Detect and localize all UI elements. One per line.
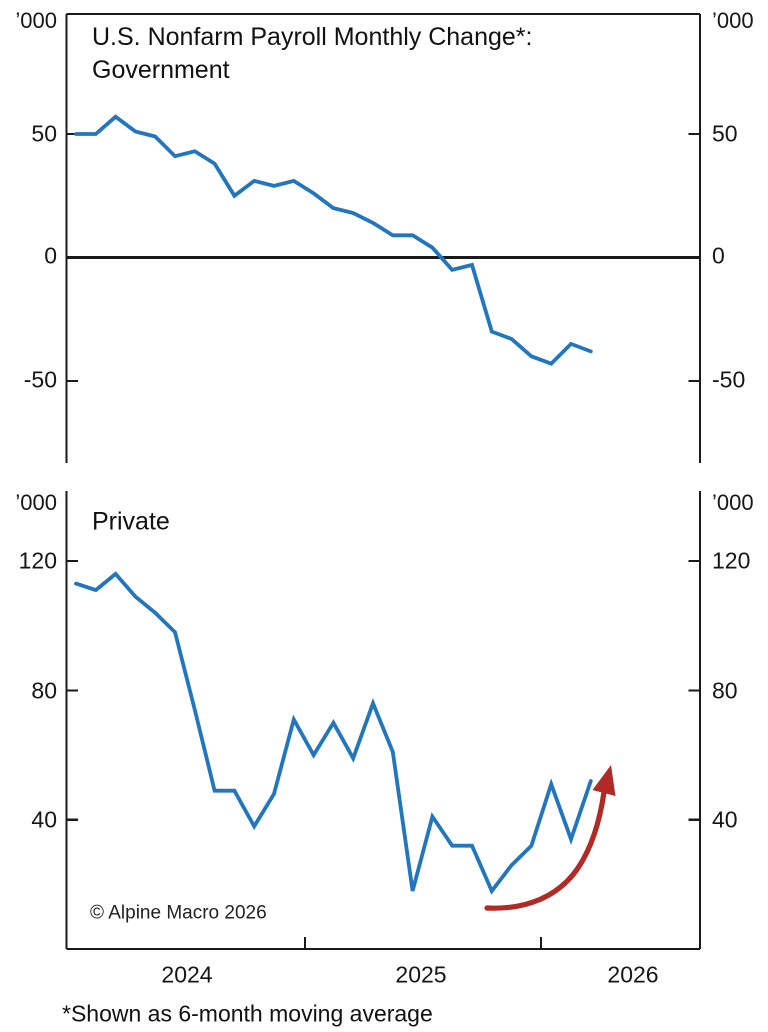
y-label-bot-left-40: 40 — [31, 806, 57, 833]
unit-label-top-left: ’000 — [15, 8, 57, 33]
footnote-text: *Shown as 6-month moving average — [62, 1000, 433, 1027]
y-label-top-right-0: 0 — [712, 242, 725, 269]
x-label-2026: 2026 — [607, 961, 659, 988]
y-label-bot-left-80: 80 — [31, 677, 57, 704]
x-label-2024: 2024 — [161, 961, 213, 988]
y-label-top-right-50: 50 — [712, 120, 738, 147]
y-label-bot-right-80: 80 — [712, 677, 738, 704]
y-label-bot-right-120: 120 — [712, 547, 751, 574]
trend-arrow-shaft — [484, 789, 607, 911]
y-label-top-left-n50: -50 — [23, 366, 57, 393]
unit-label-top-right: ’000 — [712, 8, 754, 33]
unit-label-bottom-right: ’000 — [712, 490, 754, 515]
y-label-bot-left-120: 120 — [18, 547, 57, 574]
chart-title: U.S. Nonfarm Payroll Monthly Change*: Go… — [92, 21, 532, 87]
chart-title-line2: Government — [92, 56, 230, 84]
private-line — [74, 571, 593, 895]
y-label-top-right-n50: -50 — [712, 366, 746, 393]
chart-title-line1: U.S. Nonfarm Payroll Monthly Change*: — [92, 23, 533, 51]
copyright-text: © Alpine Macro 2026 — [90, 902, 267, 924]
y-label-top-left-0: 0 — [44, 242, 57, 269]
government-line — [74, 114, 593, 366]
x-label-2025: 2025 — [395, 961, 447, 988]
panel-label-private: Private — [92, 507, 170, 536]
unit-label-bottom-left: ’000 — [15, 490, 57, 515]
y-label-top-left-50: 50 — [31, 120, 57, 147]
trend-arrow-head-icon — [592, 765, 616, 796]
y-label-bot-right-40: 40 — [712, 806, 738, 833]
